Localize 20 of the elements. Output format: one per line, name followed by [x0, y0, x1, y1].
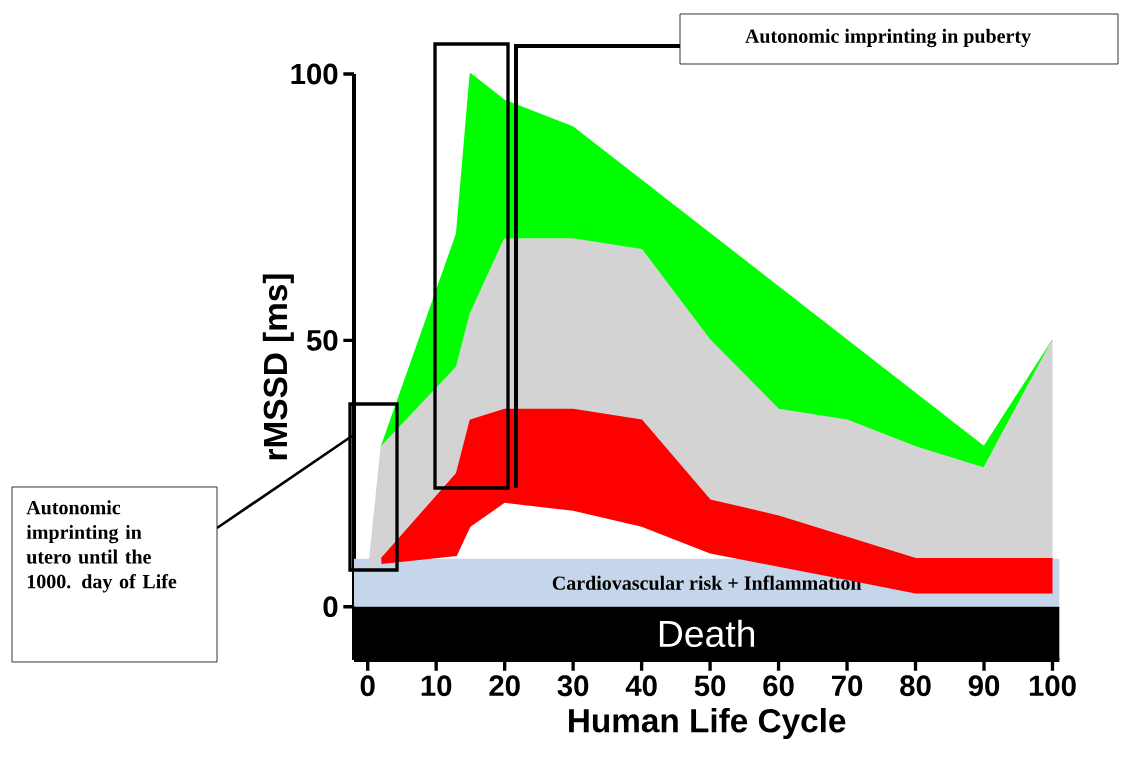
x-tick-label: 40	[625, 675, 657, 697]
x-tick-label: 90	[968, 675, 1000, 697]
x-tick-label: 100	[1029, 675, 1076, 697]
x-tick-label: 10	[421, 675, 452, 697]
x-tick-label: 20	[489, 675, 520, 697]
y-tick-label: 100	[291, 63, 338, 85]
x-tick-label: 50	[694, 675, 726, 697]
band-label: Cardiovascular risk + Inflammation	[552, 575, 862, 590]
band-label: Death	[659, 619, 755, 648]
x-tick-label: 60	[763, 675, 794, 697]
y-axis-title: rMSSD [ms]	[262, 274, 294, 460]
x-tick-label: 80	[900, 675, 931, 697]
y-tick-label: 50	[306, 329, 338, 351]
x-tick-label: 70	[832, 675, 863, 697]
text: Autonomic imprinting in puberty	[745, 28, 1031, 48]
x-axis-title: Human Life Cycle	[569, 708, 846, 740]
x-tick-label: 30	[557, 675, 589, 697]
y-tick-label: 0	[323, 596, 338, 618]
x-tick-label: 0	[360, 675, 375, 697]
text: Autonomic imprinting in utero until the 1000. day of Life	[26, 500, 177, 593]
